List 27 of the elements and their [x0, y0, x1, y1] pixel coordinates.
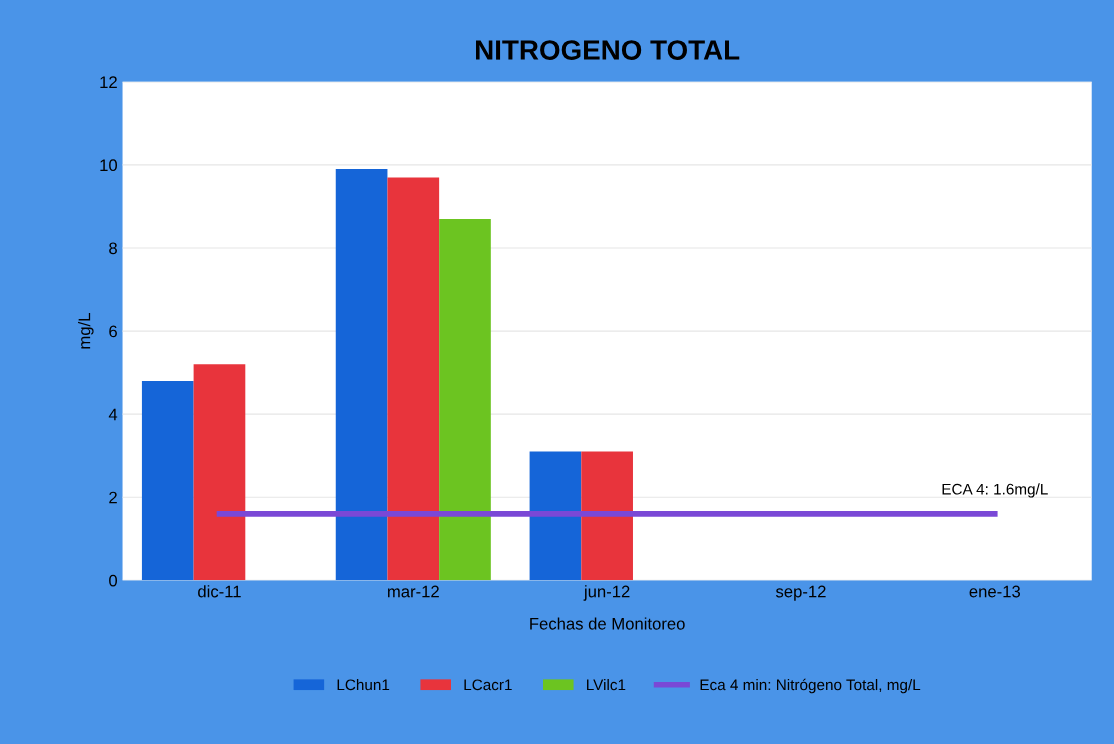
x-axis-title: Fechas de Monitoreo — [530, 617, 685, 630]
legend-label: LChun1 — [337, 678, 390, 691]
x-tick-label: sep-12 — [775, 585, 826, 601]
y-tick-label: 10 — [100, 159, 118, 172]
y-tick-label: 8 — [109, 242, 117, 255]
bar — [439, 218, 491, 581]
chart-title: NITROGENO TOTAL — [476, 40, 740, 60]
x-tick-label: jun-12 — [583, 585, 630, 601]
annotation: ECA 4: 1.6mg/L — [942, 483, 1048, 498]
y-axis-title: mg/L — [78, 313, 94, 349]
legend-label: LVilc1 — [587, 678, 626, 691]
legend-label: Eca 4 min: Nitrógeno Total, mg/L — [700, 678, 921, 694]
bar — [529, 451, 582, 581]
bar — [193, 364, 246, 581]
y-tick-label: 0 — [109, 574, 118, 587]
bar — [141, 380, 194, 581]
legend-label: LCacr1 — [464, 679, 512, 691]
y-tick-label: 4 — [108, 408, 118, 421]
bar — [581, 451, 633, 581]
x-tick-label: dic-11 — [198, 585, 241, 598]
y-tick-label: 2 — [109, 491, 117, 504]
bar — [335, 169, 388, 581]
x-tick-label: mar-12 — [388, 585, 439, 598]
y-tick-label: 6 — [109, 325, 117, 338]
bar — [387, 177, 440, 581]
x-tick-label: ene-13 — [969, 585, 1021, 598]
y-tick-label: 12 — [100, 76, 117, 88]
